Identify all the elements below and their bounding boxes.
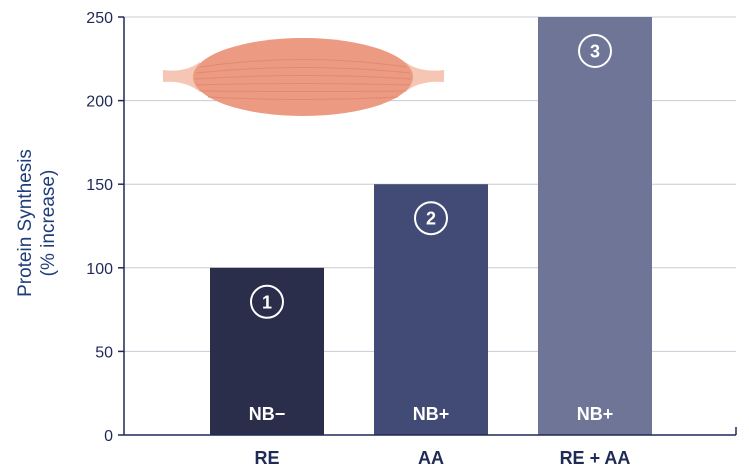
bar-number-circle [250, 284, 284, 319]
y-axis-label-line2: (% increase) [38, 170, 59, 277]
y-tick-label: 50 [95, 344, 113, 361]
bars: 1 NB− 2 NB+ 3 NB+ [210, 17, 652, 435]
y-axis: 0 50 100 150 200 250 [86, 10, 125, 445]
bar-number-circle [578, 34, 612, 68]
bar-number-label: 1 [262, 292, 272, 312]
y-tick-label: 250 [86, 10, 113, 27]
bar-number-label: 2 [426, 209, 436, 229]
bar-number-circle [414, 201, 448, 236]
y-tick-label: 150 [86, 177, 113, 194]
y-tick-label: 100 [86, 261, 113, 278]
bar-number-label: 3 [590, 42, 600, 62]
x-category-label: RE [254, 448, 279, 468]
bar-nb-label: NB+ [413, 404, 450, 424]
bar-2 [374, 184, 488, 435]
y-tick-label: 0 [104, 428, 113, 445]
x-category-label: RE + AA [560, 448, 631, 468]
x-category-label: AA [418, 448, 444, 468]
muscle-illustration [163, 38, 444, 116]
bar-3 [538, 17, 652, 435]
bar-nb-label: NB− [249, 404, 286, 424]
y-axis-label-line1: Protein Synthesis [15, 149, 36, 297]
y-tick-label: 200 [86, 94, 113, 111]
bar-1 [210, 267, 324, 435]
x-axis: RE AA RE + AA [124, 427, 737, 468]
bar-nb-label: NB+ [577, 404, 614, 424]
